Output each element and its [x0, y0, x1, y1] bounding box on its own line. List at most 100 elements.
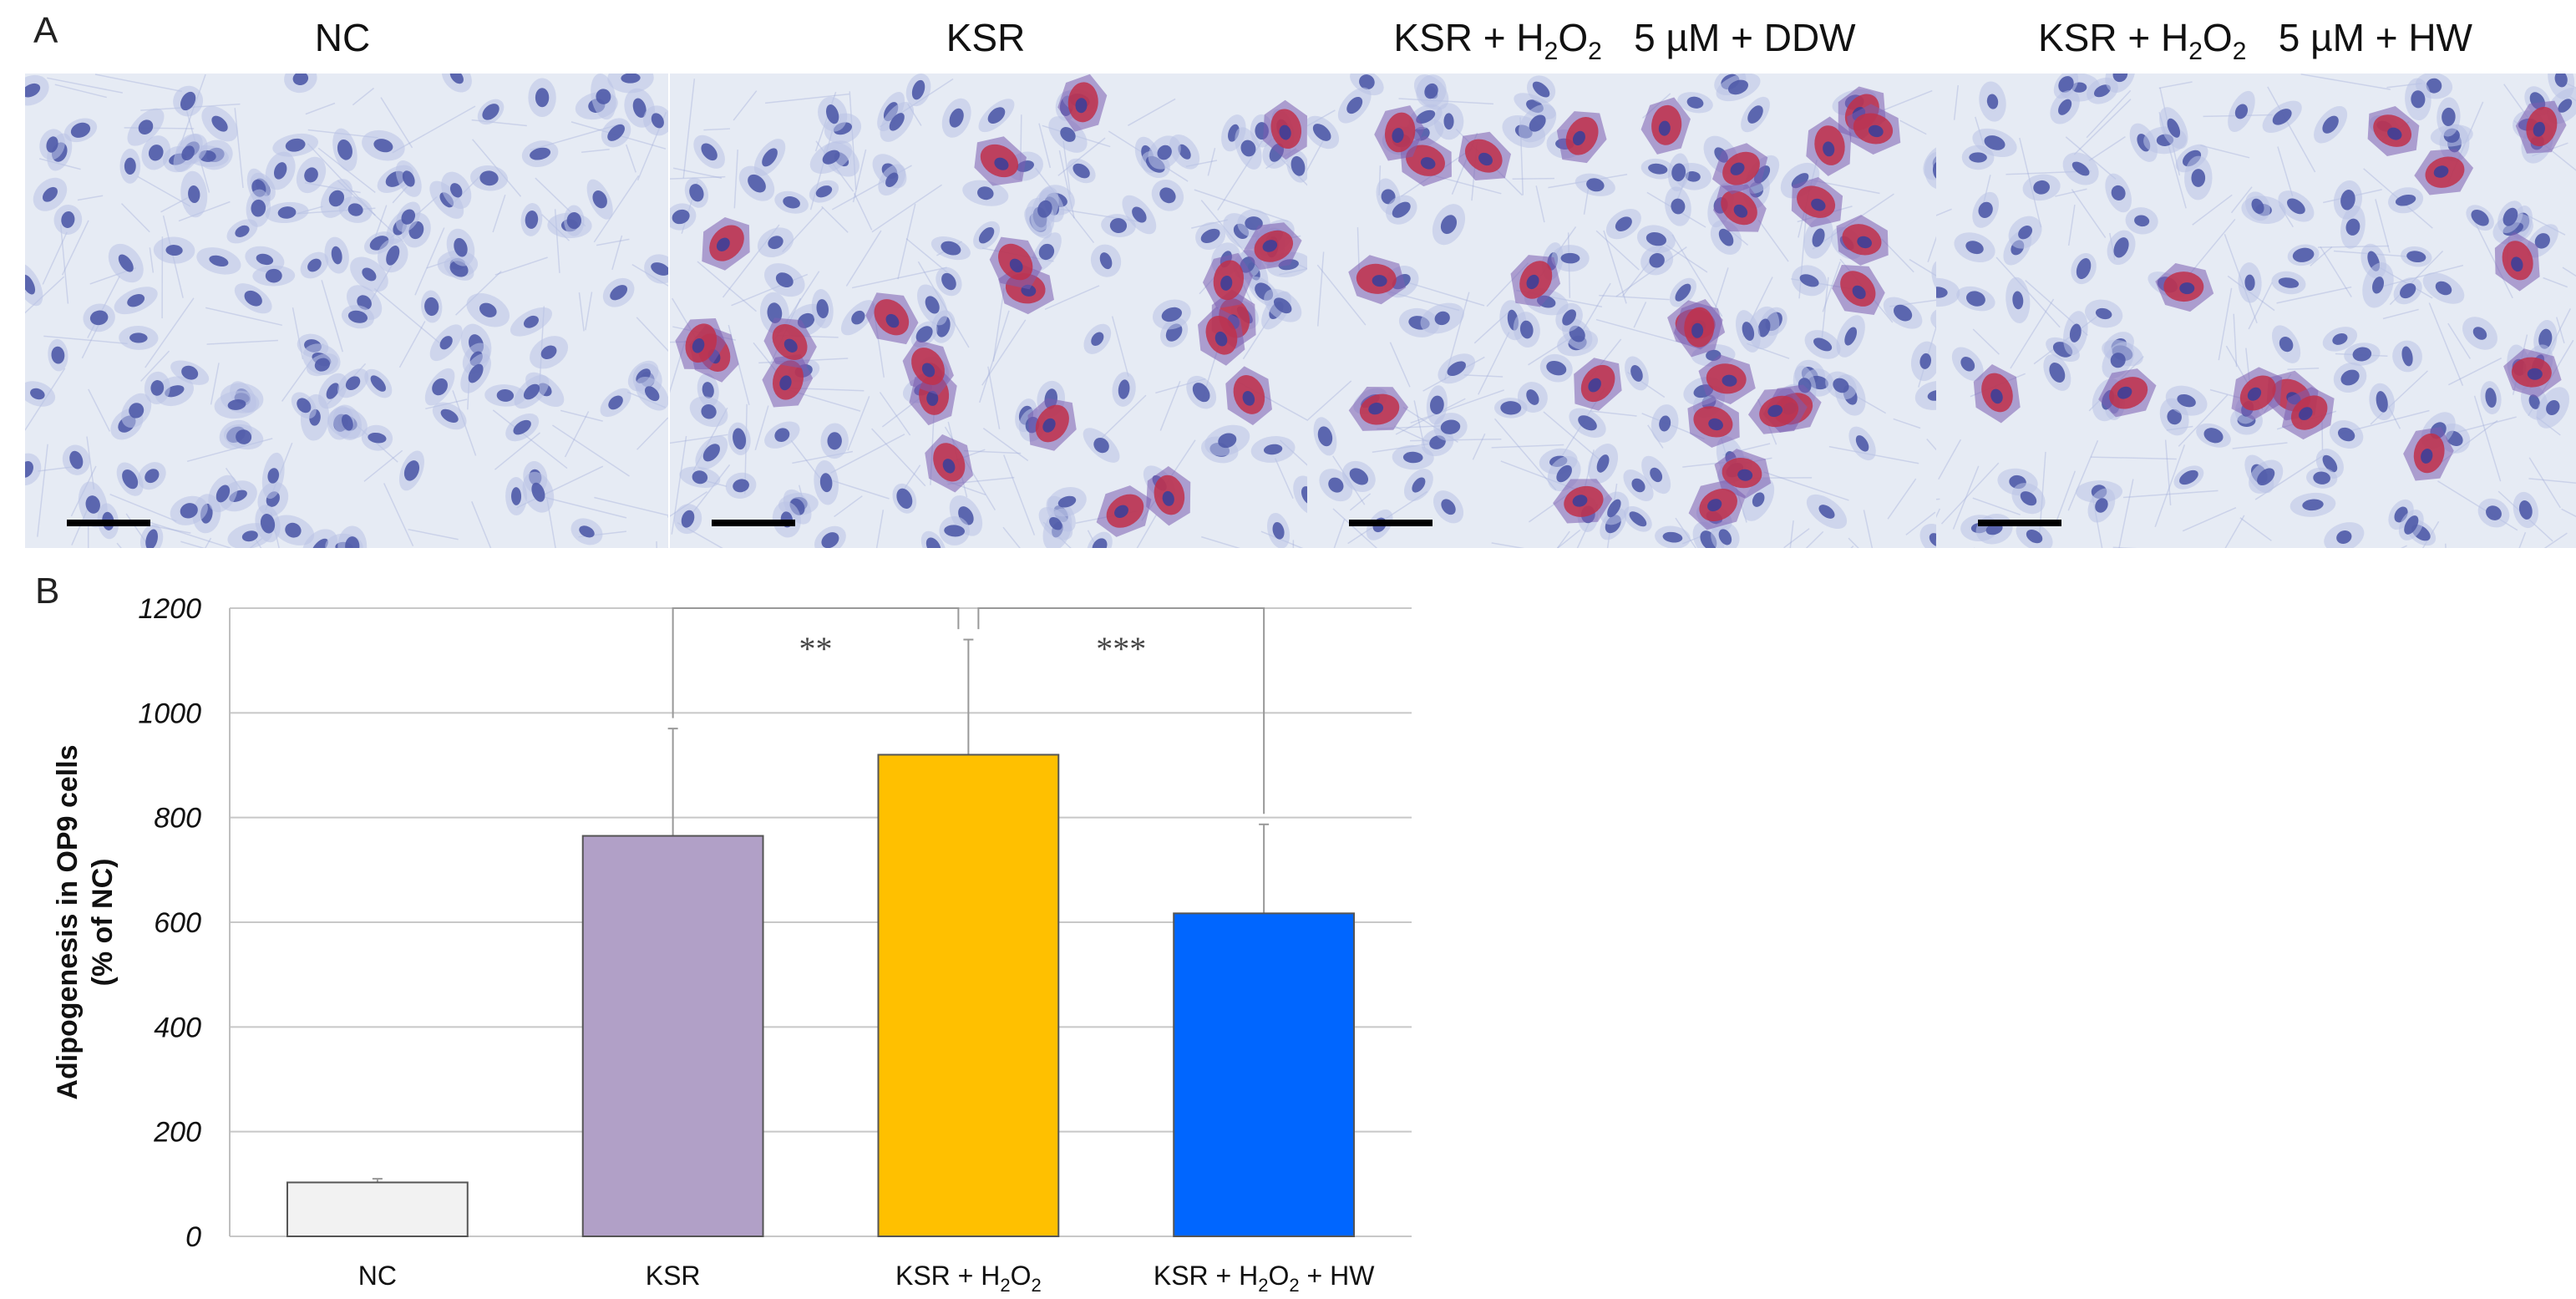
- cell: [116, 462, 144, 496]
- cell: [424, 368, 455, 406]
- cell: [271, 515, 315, 545]
- cell: [684, 177, 709, 208]
- cell: [208, 474, 238, 513]
- cell: [728, 422, 751, 455]
- cell: [809, 140, 853, 174]
- y-tick-label: 1200: [138, 593, 201, 625]
- cell: [1625, 356, 1649, 391]
- stained-cell: [2367, 106, 2420, 156]
- cell: [1031, 186, 1059, 231]
- cell: [1539, 353, 1573, 383]
- cell: [1264, 288, 1302, 322]
- cell: [892, 483, 917, 514]
- cell: [809, 180, 839, 203]
- cell: [214, 390, 260, 419]
- cell: [2466, 205, 2494, 231]
- cell: [905, 74, 931, 107]
- cell: [1031, 232, 1062, 271]
- cell: [2245, 191, 2270, 221]
- stained-cell: [1973, 363, 2021, 424]
- cell: [337, 525, 368, 548]
- cell: [693, 134, 725, 169]
- cell: [2085, 299, 2123, 328]
- cell: [1972, 191, 1999, 228]
- cell: [2333, 362, 2367, 393]
- cell: [332, 404, 363, 440]
- cell: [1087, 531, 1113, 548]
- cell: [265, 201, 309, 224]
- bar-2: [877, 754, 1060, 1237]
- cell: [521, 140, 559, 168]
- cell: [2362, 262, 2394, 308]
- cell: [2006, 277, 2031, 324]
- cell: [1286, 149, 1310, 183]
- cell: [201, 105, 238, 142]
- cell: [2107, 230, 2136, 266]
- stained-cell: [1713, 184, 1767, 232]
- cell: [1716, 74, 1761, 102]
- cell: [505, 477, 527, 516]
- cell: [1186, 375, 1217, 409]
- stained-cell: [1202, 252, 1254, 309]
- cell: [1669, 277, 1696, 307]
- cell: [296, 156, 327, 194]
- stained-cell: [1348, 255, 1407, 305]
- cell: [644, 254, 668, 284]
- cell: [1667, 153, 1690, 192]
- stained-cell: [1673, 299, 1723, 358]
- cell: [530, 336, 569, 369]
- cell: [2422, 272, 2465, 304]
- cell: [1954, 232, 1995, 262]
- scale-bar: [712, 520, 795, 526]
- cell: [1152, 299, 1191, 330]
- cell: [224, 424, 264, 450]
- cell: [170, 495, 208, 525]
- cell: [1641, 455, 1671, 495]
- panel-b-chart: B 0 200 400 600 800 1000 1200 Adipogenesis in OP…: [35, 571, 1412, 1296]
- bar-0: [286, 1181, 469, 1237]
- cell: [1677, 92, 1713, 114]
- cell: [1555, 302, 1583, 332]
- cell: [2063, 311, 2088, 356]
- micrograph-ksr-h2o2-hw-image: [1936, 74, 2576, 548]
- stained-cell: [2403, 427, 2454, 481]
- micro-title-ksr-h2o2-hw: KSR + H2O2 5 µM + HW: [2038, 16, 2472, 66]
- micrograph-ksr-h2o2-hw: [1936, 74, 2576, 548]
- cell: [350, 256, 388, 292]
- scale-bar: [67, 520, 150, 526]
- cell: [180, 170, 208, 218]
- scale-bar: [1349, 520, 1433, 526]
- stained-cell: [1374, 105, 1425, 161]
- cell: [83, 303, 115, 332]
- x-tick-label: KSR + H2O2 + HW: [1154, 1261, 1375, 1296]
- cell: [53, 205, 83, 235]
- cell: [469, 165, 509, 191]
- cell: [1806, 494, 1848, 530]
- cell: [446, 228, 475, 266]
- cell: [226, 219, 258, 244]
- cell: [2324, 522, 2365, 548]
- cell: [33, 177, 68, 211]
- cell: [2043, 354, 2071, 391]
- cell: [337, 368, 369, 398]
- cell: [1307, 115, 1340, 150]
- cell: [1848, 426, 1876, 461]
- cell: [2344, 343, 2381, 366]
- cell: [196, 247, 241, 275]
- cell: [1204, 424, 1250, 456]
- cell: [421, 290, 443, 323]
- significance-bracket: [672, 607, 960, 718]
- cell: [757, 227, 794, 257]
- cell: [362, 129, 405, 161]
- cell: [1636, 225, 1676, 253]
- cell: [917, 284, 948, 326]
- cell: [2165, 385, 2208, 416]
- stained-cell: [1832, 265, 1885, 316]
- stained-cell: [1806, 116, 1852, 176]
- cell: [880, 101, 915, 142]
- stained-cell: [1510, 255, 1561, 307]
- cell: [2184, 155, 2213, 200]
- cell: [601, 118, 631, 148]
- cell: [144, 371, 170, 404]
- cell: [2271, 271, 2306, 295]
